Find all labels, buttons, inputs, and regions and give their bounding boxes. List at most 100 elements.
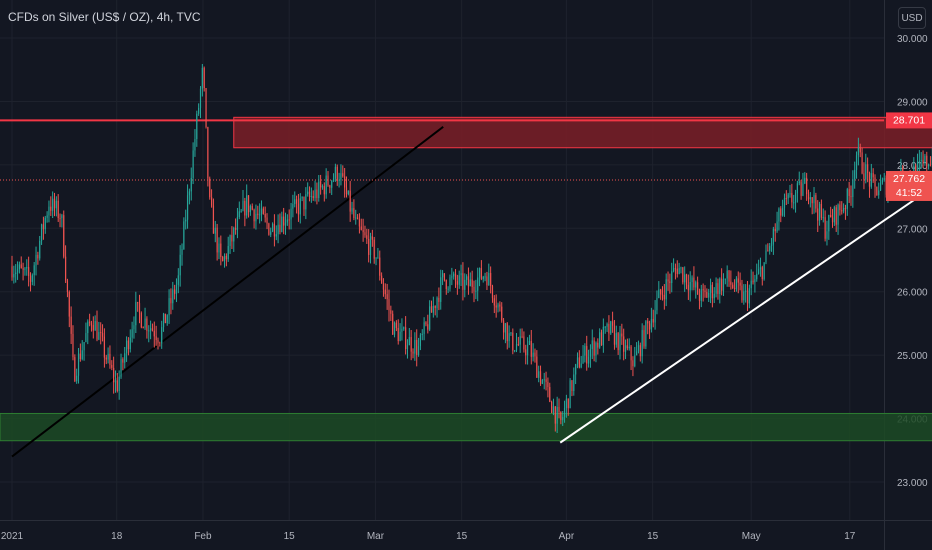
candle-body (796, 183, 798, 194)
candle-body (148, 330, 150, 332)
candle-body (490, 272, 492, 287)
candle-body (534, 352, 536, 357)
candle-body (268, 223, 270, 235)
support-zone[interactable] (0, 412, 932, 442)
candle-body (626, 345, 628, 349)
candle-body (131, 329, 133, 338)
candle-body (586, 346, 588, 364)
candle-body (456, 281, 458, 285)
candle-body (185, 219, 187, 222)
candle-body (355, 217, 357, 219)
candle-body (519, 336, 521, 345)
candle-body (174, 289, 176, 294)
candle-body (543, 379, 545, 381)
candle-body (31, 275, 33, 282)
candle-body (591, 340, 593, 350)
candle-body (654, 310, 656, 323)
candle-body (685, 274, 688, 285)
long-trendline[interactable] (11, 126, 444, 458)
candle-body (290, 208, 292, 220)
candle-body (113, 367, 115, 383)
candle-body (702, 289, 704, 291)
candle-body (286, 219, 288, 223)
candle-body (44, 217, 46, 230)
candle-body (682, 267, 684, 283)
x-tick-label: Feb (194, 531, 212, 542)
rising-trendline[interactable] (559, 130, 932, 444)
candle-body (708, 292, 710, 298)
candle-body (545, 379, 547, 382)
candle-body (859, 147, 861, 153)
candle-body (478, 268, 481, 278)
candle-body (495, 305, 497, 308)
candle-body (824, 217, 826, 239)
candle-body (266, 217, 268, 224)
candle-body (576, 357, 579, 365)
candle-body (793, 202, 795, 204)
candle-body (867, 164, 869, 173)
candle-body (602, 326, 604, 346)
candle-body (826, 231, 828, 239)
candle-body (750, 280, 752, 289)
candle-body (769, 246, 771, 251)
candle-body (619, 333, 621, 351)
candle-body (575, 364, 577, 375)
candle-body (74, 357, 76, 382)
candle-body (726, 270, 728, 279)
candle-body (70, 316, 72, 334)
candle-body (281, 216, 283, 232)
candle-body (295, 199, 298, 204)
candle-body (848, 189, 850, 197)
candle-body (506, 323, 508, 342)
candle-body (876, 186, 878, 196)
currency-button[interactable]: USD (898, 7, 926, 29)
candle-body (746, 290, 749, 304)
candle-body (600, 332, 603, 346)
candle-body (469, 279, 471, 287)
candle-body (233, 227, 235, 242)
candle-body (366, 235, 368, 239)
candle-body (379, 257, 381, 276)
candle-body (628, 346, 630, 349)
candle-body (477, 277, 479, 291)
candle-body (373, 239, 375, 259)
candle-body (850, 196, 852, 198)
candle-body (709, 284, 712, 293)
candle-body (100, 332, 102, 334)
candle-body (403, 327, 405, 329)
candle-body (739, 282, 741, 286)
candle-body (721, 278, 723, 291)
candle-body (20, 264, 22, 269)
candle-body (460, 273, 462, 276)
candle-body (63, 215, 65, 257)
candle-body (811, 197, 813, 204)
candle-body (22, 268, 24, 270)
candle-body (133, 325, 135, 330)
candle-body (791, 193, 793, 203)
candle-body (733, 287, 736, 289)
candle-body (92, 325, 94, 331)
candle-body (612, 321, 614, 326)
candle-body (697, 282, 699, 295)
candle-body (430, 306, 433, 313)
candle-body (770, 244, 773, 247)
candle-body (693, 277, 695, 288)
candle-body (669, 281, 671, 283)
candle-body (386, 294, 388, 300)
resistance-zone[interactable] (233, 116, 932, 149)
x-tick-label: 17 (844, 531, 856, 542)
candle-body (52, 198, 54, 211)
candle-body (94, 321, 96, 331)
candle-body (35, 254, 37, 266)
x-tick-label: Apr (559, 531, 575, 542)
candle-body (857, 147, 859, 156)
candle-body (815, 195, 817, 209)
candle-body (55, 200, 57, 209)
candle-body (159, 342, 161, 344)
candle-body (323, 186, 325, 195)
candle-body (532, 352, 534, 357)
candle-body (599, 332, 601, 348)
candle-body (153, 330, 155, 337)
